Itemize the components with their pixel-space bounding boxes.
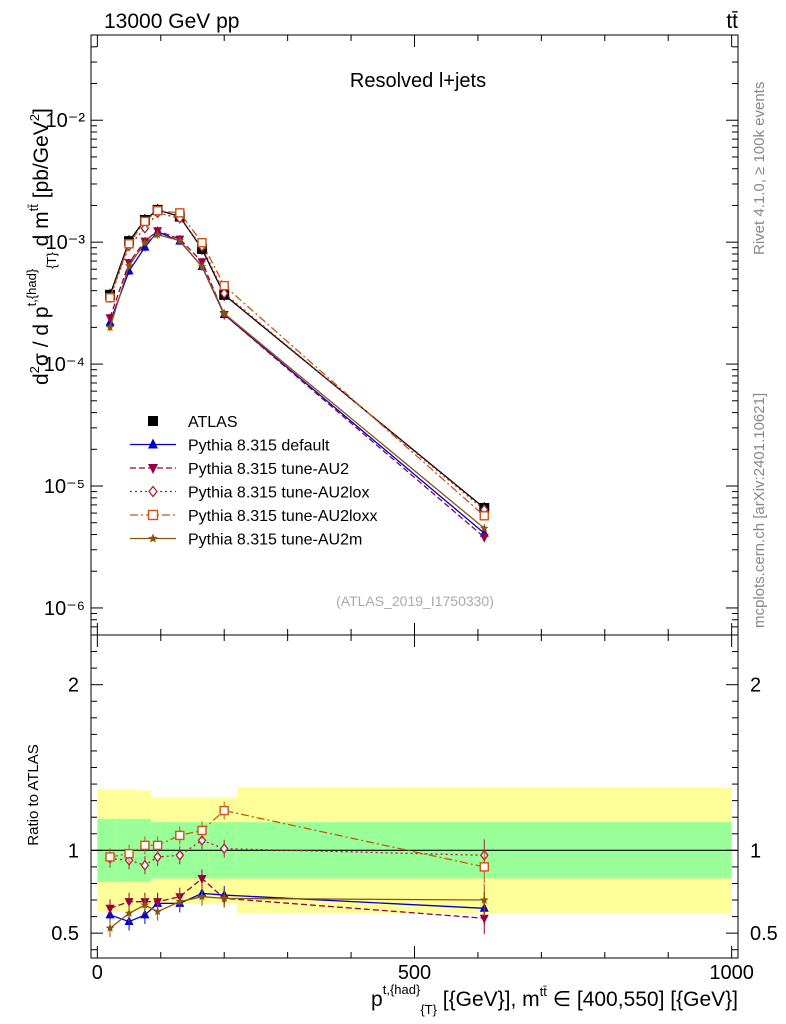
legend-marker <box>148 485 158 498</box>
ratio-point <box>140 859 150 871</box>
series-line <box>109 210 485 517</box>
data-point <box>140 216 150 227</box>
ratio-panel-marks <box>105 801 489 938</box>
ratio-y-tick-label-left: 2 <box>68 675 79 697</box>
plot-title: Resolved l+jets <box>350 70 486 92</box>
x-tick-label: 1000 <box>709 962 754 984</box>
data-point <box>152 206 163 216</box>
ratio-point <box>124 848 134 859</box>
header-left: 13000 GeV pp <box>104 10 239 33</box>
ratio-y-tick-label-left: 1 <box>68 840 79 862</box>
data-point <box>105 322 115 331</box>
ratio-line <box>109 892 485 923</box>
data-point <box>153 230 162 239</box>
ratio-point <box>105 852 115 862</box>
ratio-point <box>219 893 229 902</box>
data-point <box>175 208 185 218</box>
ratio-point <box>105 923 115 932</box>
ratio-point <box>219 843 229 855</box>
ratio-point <box>219 805 229 816</box>
legend-marker <box>148 416 158 426</box>
data-point <box>219 287 229 299</box>
mcplots-label: mcplots.cern.ch [arXiv:2401.10621] <box>751 393 768 628</box>
series-line <box>109 230 485 538</box>
data-point <box>480 523 489 532</box>
data-point <box>479 511 489 521</box>
data-point <box>140 238 150 247</box>
ratio-y-axis-label: Ratio to ATLAS <box>25 744 42 845</box>
data-point <box>197 262 207 271</box>
header-right: tt̄ <box>726 10 738 33</box>
ratio-point <box>140 900 150 909</box>
legend-label: ATLAS <box>188 414 238 431</box>
analysis-watermark: (ATLAS_2019_I1750330) <box>336 593 494 609</box>
upper-panel-axes: 10⁻⁶ 10⁻⁵ 10⁻⁴ 10⁻³ 10⁻² <box>44 34 739 636</box>
data-point <box>124 239 134 249</box>
ratio-point <box>175 849 185 861</box>
upper-panel-marks <box>105 203 490 543</box>
ratio-point <box>197 825 207 836</box>
series-line <box>109 234 485 529</box>
legend-marker <box>148 464 158 474</box>
legend-label: Pythia 8.315 tune-AU2lox <box>188 485 369 502</box>
ratio-y-tick-label-right: 0.5 <box>750 923 778 945</box>
y-tick-label: 10⁻⁵ <box>44 476 85 498</box>
svg-text:pt,{had}{T} [{GeV}], mtt̄ ∈ [4: pt,{had}{T} [{GeV}], mtt̄ ∈ [400,550] [{… <box>371 982 738 1017</box>
legend-label: Pythia 8.315 tune-AU2loxx <box>188 508 377 525</box>
data-point <box>124 261 134 270</box>
y-tick-label: 10⁻² <box>46 110 86 132</box>
data-point <box>219 280 229 291</box>
ratio-point <box>124 898 134 908</box>
legend-marker <box>148 438 158 449</box>
ratio-point <box>479 862 489 872</box>
y-tick-label: 10⁻⁶ <box>44 598 85 620</box>
ratio-point <box>152 840 163 851</box>
ratio-point <box>197 874 207 884</box>
y-tick-label: 10⁻⁴ <box>44 354 85 376</box>
ratio-point <box>153 907 162 916</box>
legend-marker <box>148 533 158 543</box>
ratio-panel-bands <box>91 787 738 914</box>
ratio-point <box>153 851 162 863</box>
ratio-point <box>197 892 207 901</box>
ratio-point <box>197 834 207 846</box>
legend-label: Pythia 8.315 tune-AU2m <box>188 532 362 549</box>
data-point <box>105 314 115 324</box>
x-tick-label: 500 <box>398 962 431 984</box>
x-axis-label: pt,{had}{T} [{GeV}], mtt̄ ∈ [400,550] [{… <box>371 982 738 1017</box>
x-tick-label: 0 <box>92 962 103 984</box>
legend: ATLAS Pythia 8.315 default Pythia 8.315 tu… <box>130 414 377 549</box>
y-tick-label: 10⁻³ <box>46 232 86 254</box>
data-point <box>197 237 207 248</box>
data-point <box>219 309 229 318</box>
ratio-point <box>175 897 185 906</box>
ratio-y-tick-label-right: 2 <box>750 675 761 697</box>
data-point <box>175 236 185 245</box>
ratio-point <box>124 908 134 917</box>
legend-marker <box>147 509 159 521</box>
ratio-point <box>479 914 489 924</box>
legend-label: Pythia 8.315 tune-AU2 <box>188 461 349 478</box>
ratio-point <box>140 840 150 851</box>
ratio-point <box>480 895 489 904</box>
ratio-y-tick-label-right: 1 <box>750 840 761 862</box>
data-point <box>479 533 489 543</box>
ratio-panel-axes: 0.5 0.5 1 1 2 2 0 500 1000 <box>51 634 778 984</box>
legend-label: Pythia 8.315 default <box>188 438 330 455</box>
ratio-y-tick-label-left: 0.5 <box>51 923 79 945</box>
ratio-point <box>105 904 115 914</box>
data-point <box>105 293 115 303</box>
rivet-version-label: Rivet 4.1.0, ≥ 100k events <box>751 82 768 255</box>
ratio-point <box>175 830 185 841</box>
